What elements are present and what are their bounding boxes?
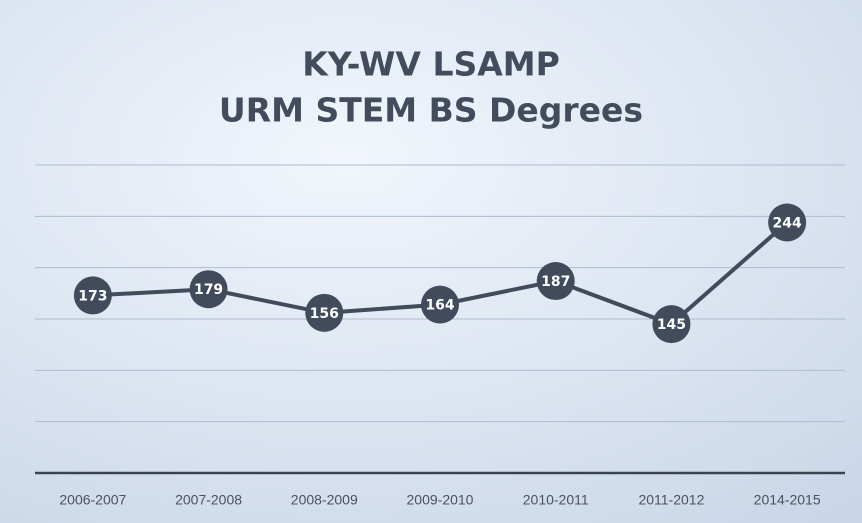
x-tick-label: 2010-2011 [523,492,589,508]
data-point [536,262,575,301]
data-point [305,293,344,332]
data-label: 173 [78,288,107,304]
x-tick-label: 2008-2009 [291,492,358,508]
data-label: 179 [194,282,223,298]
data-label: 244 [773,215,802,231]
x-tick-label: 2009-2010 [407,492,474,508]
x-tick-label: 2007-2008 [175,492,242,508]
data-point [652,305,691,344]
data-point [73,276,112,315]
chart-subtitle: URM STEM BS Degrees [219,91,643,130]
data-point [768,203,807,242]
x-tick-label: 2011-2012 [638,492,704,508]
data-label: 164 [425,298,454,314]
data-label: 187 [541,274,570,290]
data-label: 156 [310,306,339,322]
chart-title: KY-WV LSAMP [302,45,560,84]
x-tick-label: 2014-2015 [754,492,821,508]
data-label: 145 [657,317,686,333]
data-point [189,270,228,309]
x-tick-label: 2006-2007 [59,492,126,508]
data-point [421,285,459,324]
